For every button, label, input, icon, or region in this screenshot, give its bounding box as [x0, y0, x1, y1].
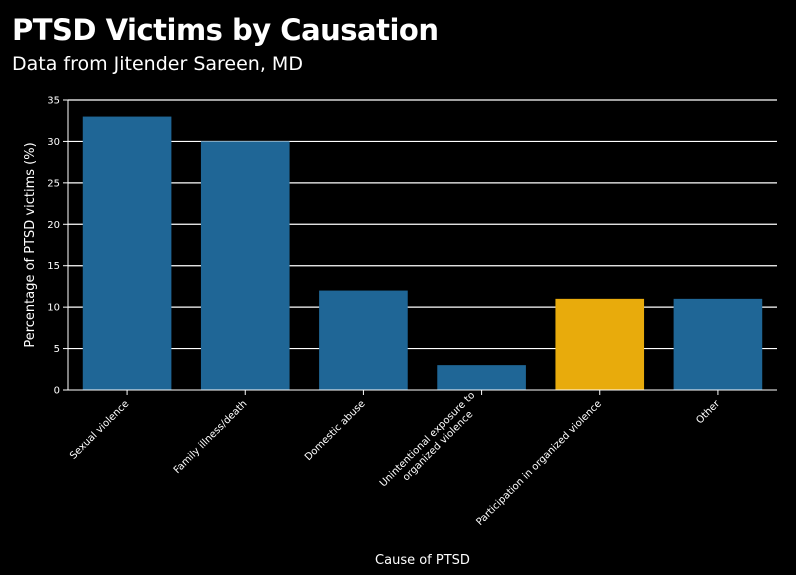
x-tick-label: Family illness/death [172, 398, 250, 476]
chart-subtitle: Data from Jitender Sareen, MD [12, 53, 303, 75]
x-tick-label: Sexual violence [68, 398, 131, 461]
y-tick-label: 15 [47, 261, 60, 272]
chart-title: PTSD Victims by Causation [12, 13, 439, 47]
x-tick-label-line: Family illness/death [172, 398, 250, 476]
x-tick-label-group: Participation in organized violence [474, 398, 604, 528]
x-tick-label-group: Family illness/death [172, 398, 250, 476]
bars [82, 116, 763, 391]
x-tick-label-group: Other [694, 398, 722, 426]
x-tick-label-line: Unintentional exposure to [378, 390, 477, 489]
x-tick-label-line: Participation in organized violence [474, 398, 604, 528]
bar [673, 298, 763, 390]
x-tick-label: Unintentional exposure toorganized viole… [378, 390, 486, 498]
y-tick-label: 30 [47, 137, 60, 148]
bar [82, 116, 172, 391]
y-tick-label: 25 [47, 178, 60, 189]
x-axis-title: Cause of PTSD [375, 553, 470, 568]
x-tick-label: Domestic abuse [303, 398, 368, 463]
y-tick-label: 35 [47, 96, 60, 107]
x-tick-label-line: Domestic abuse [303, 398, 368, 463]
y-axis-title: Percentage of PTSD victims (%) [23, 142, 38, 347]
y-tick-label: 10 [47, 303, 60, 314]
bar [200, 141, 290, 390]
bar [437, 365, 526, 390]
bar [555, 298, 645, 390]
y-tick-label: 5 [54, 344, 60, 355]
x-tick-label: Other [694, 398, 722, 426]
x-tick-label: Participation in organized violence [474, 398, 604, 528]
y-tick-label: 0 [54, 386, 60, 397]
bar [319, 290, 408, 390]
x-tick-label-group: Domestic abuse [303, 398, 368, 463]
x-tick-label-group: Sexual violence [68, 398, 131, 461]
y-tick-label: 20 [47, 220, 60, 231]
x-tick-label-line: Sexual violence [68, 398, 131, 461]
gridlines [68, 99, 777, 350]
x-tick-label-line: Other [694, 398, 722, 426]
x-tick-label-group: Unintentional exposure toorganized viole… [378, 390, 486, 498]
